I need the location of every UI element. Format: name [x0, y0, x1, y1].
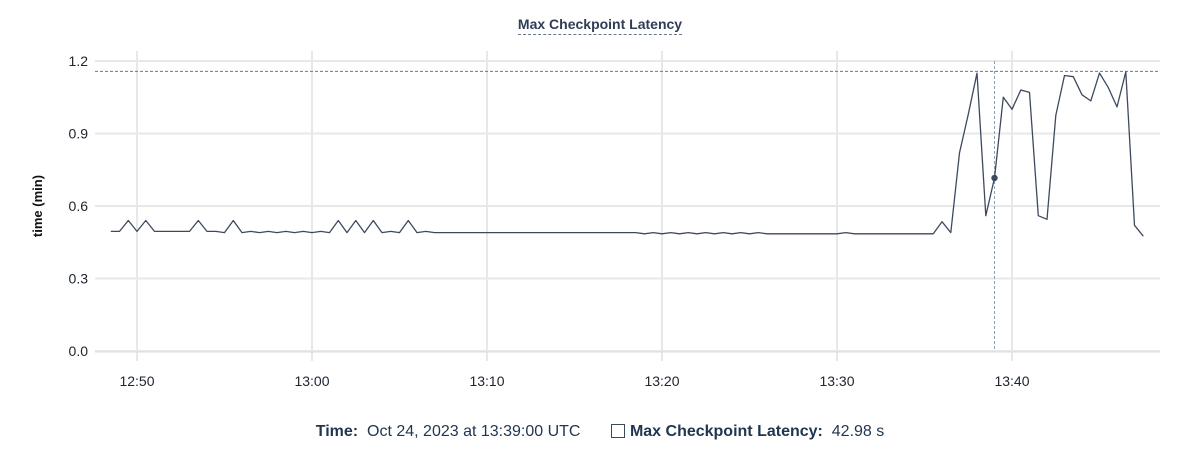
series-value: 42.98 s: [831, 423, 885, 440]
y-axis-label: time (min): [30, 175, 45, 237]
x-tick-label: 12:50: [119, 373, 154, 389]
tooltip-legend: Time: Oct 24, 2023 at 13:39:00 UTC Max C…: [0, 423, 1200, 441]
chart-title: Max Checkpoint Latency: [0, 16, 1200, 35]
y-tick-label: 1.2: [69, 53, 89, 69]
time-value: Oct 24, 2023 at 13:39:00 UTC: [367, 423, 581, 440]
hover-point: [991, 174, 998, 182]
line-chart[interactable]: 0.0 0.3 0.6 0.9 1.2 12:50 13:00 13:10 13:20 13:3…: [0, 0, 1200, 410]
series-line-max-checkpoint-latency[interactable]: [110, 71, 1144, 237]
series-swatch-icon[interactable]: [610, 424, 625, 438]
time-label: Time:: [315, 423, 359, 440]
y-tick-label: 0.6: [69, 198, 89, 214]
x-tick-label: 13:20: [644, 373, 679, 389]
chart-title-text: Max Checkpoint Latency: [517, 16, 683, 35]
x-tick-label: 13:30: [819, 373, 854, 389]
series-label: Max Checkpoint Latency:: [629, 423, 823, 440]
x-tick-label: 13:40: [994, 373, 1029, 389]
y-tick-label: 0.9: [69, 126, 89, 142]
y-tick-label: 0.3: [69, 271, 89, 287]
x-tick-label: 13:10: [469, 373, 504, 389]
x-tick-label: 13:00: [294, 373, 329, 389]
y-tick-label: 0.0: [69, 343, 89, 359]
